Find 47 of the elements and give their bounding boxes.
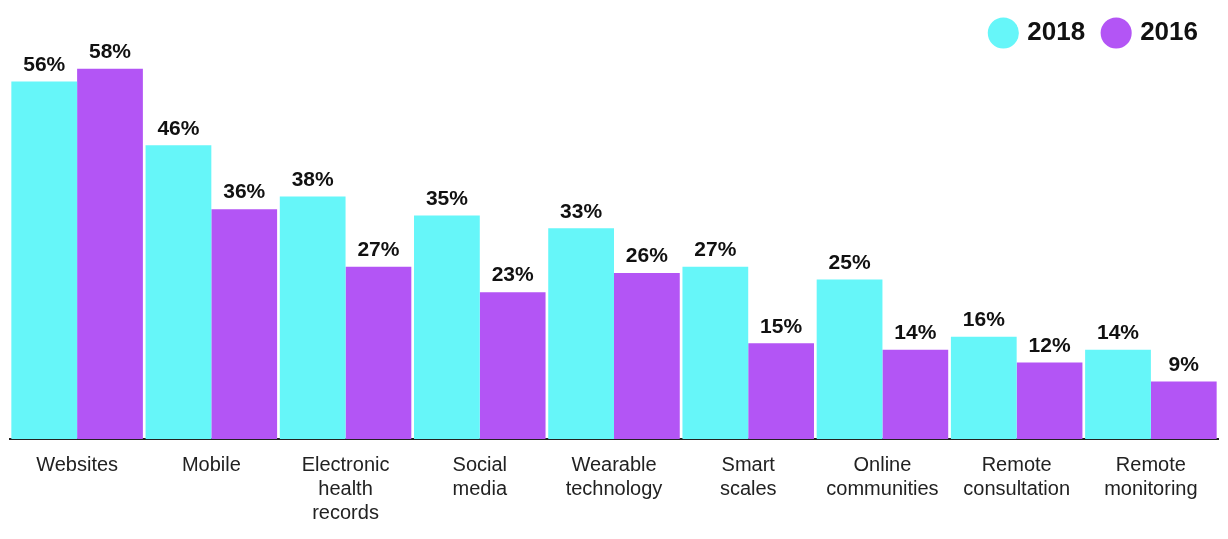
x-tick-label: Wearable technology	[565, 452, 663, 499]
x-tick-label: Social media	[452, 452, 508, 499]
data-label: 56%	[23, 51, 66, 75]
data-label: 25%	[828, 249, 871, 273]
data-label: 46%	[157, 115, 200, 139]
data-label: 14%	[894, 319, 937, 343]
bar	[279, 196, 346, 439]
data-label: 58%	[88, 39, 132, 63]
x-tick-label: Websites	[36, 452, 119, 475]
bar	[414, 215, 480, 439]
legend-label: 2016	[1140, 16, 1198, 47]
bar	[77, 68, 143, 439]
bar	[1085, 349, 1151, 439]
data-label: 23%	[491, 262, 535, 286]
data-label: 12%	[1028, 332, 1071, 356]
x-tick-label: Online communities	[826, 452, 939, 499]
bar	[345, 266, 412, 439]
data-label: 38%	[291, 166, 335, 190]
x-tick-label: Remote consultation	[963, 452, 1071, 499]
data-label: 9%	[1168, 351, 1200, 375]
data-label: 15%	[760, 313, 803, 337]
data-label: 36%	[223, 179, 266, 203]
x-tick-label: Smart scales	[719, 452, 777, 499]
bar	[11, 81, 78, 439]
bar	[748, 343, 814, 439]
data-label: 27%	[694, 236, 737, 260]
data-label: 16%	[962, 307, 1006, 331]
bar	[950, 336, 1017, 439]
data-label: 35%	[425, 185, 469, 209]
data-label: 26%	[625, 243, 669, 267]
legend-label: 2018	[1027, 16, 1086, 47]
x-tick-label: Remote monitoring	[1104, 452, 1198, 499]
data-label: 33%	[560, 198, 603, 222]
bar	[682, 266, 749, 439]
bar	[479, 292, 546, 439]
bar	[614, 273, 680, 439]
bar	[816, 279, 883, 439]
x-tick-label: Mobile	[181, 452, 241, 475]
bar	[548, 228, 614, 439]
bar	[145, 145, 212, 439]
bar	[882, 349, 949, 439]
bar	[211, 209, 278, 439]
data-label: 27%	[357, 236, 400, 260]
bar	[1150, 381, 1217, 439]
x-tick-label: Electronic health records	[301, 452, 390, 523]
bar	[1016, 362, 1083, 439]
data-label: 14%	[1096, 319, 1140, 343]
